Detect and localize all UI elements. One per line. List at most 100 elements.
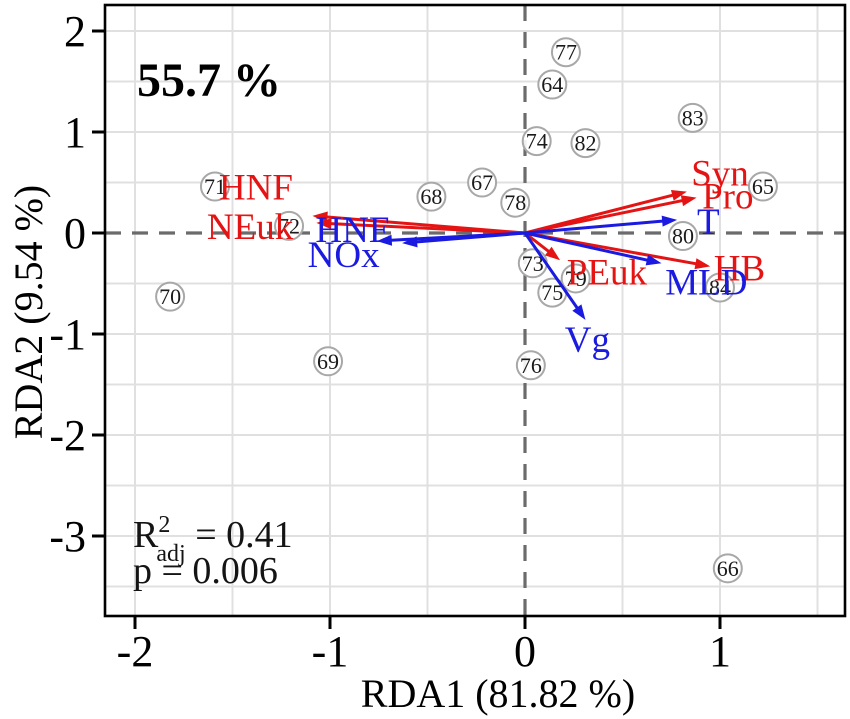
site-label: 65 xyxy=(752,174,774,199)
site-label: 80 xyxy=(672,224,694,249)
arrow-head xyxy=(661,215,678,227)
site-circle xyxy=(705,272,735,303)
site-label: 82 xyxy=(574,131,596,156)
site-label: 78 xyxy=(504,190,526,215)
site-label: 84 xyxy=(709,275,731,300)
y-tick-label: -3 xyxy=(49,512,86,561)
arrow-head xyxy=(572,304,586,320)
site-point-68: 68 xyxy=(416,181,447,212)
site-circle xyxy=(199,171,230,202)
site-point-76: 76 xyxy=(515,350,546,381)
arrow-label-PEuk: PEuk xyxy=(567,252,648,293)
site-circle xyxy=(667,221,698,252)
site-circle xyxy=(313,346,344,377)
site-circle xyxy=(712,553,743,584)
site-point-72: 72 xyxy=(274,210,305,241)
site-circle xyxy=(515,350,546,381)
arrow-shaft xyxy=(523,232,580,311)
plot-layer: -2 -1 0 1210-1-2-36465666768697071727374757… xyxy=(49,3,847,676)
arrow-Syn-response: Syn xyxy=(524,153,749,235)
site-point-65: 65 xyxy=(747,171,778,202)
site-point-64: 64 xyxy=(537,69,568,100)
x-axis-title: RDA1 (81.82 %) xyxy=(361,671,635,716)
site-label: 69 xyxy=(317,349,339,374)
arrow-label-Syn: Syn xyxy=(691,153,749,194)
site-point-69: 69 xyxy=(313,346,344,377)
arrow-NEuk-response: NEuk xyxy=(207,207,526,248)
site-point-66: 66 xyxy=(712,553,743,584)
arrow-HNF-response: HNF xyxy=(219,168,526,235)
site-point-84: 84 xyxy=(705,272,735,303)
site-circle xyxy=(500,187,531,218)
site-circle xyxy=(677,102,708,133)
r2-stat: R2 adj = 0.41 xyxy=(133,512,293,567)
site-point-80: 80 xyxy=(667,221,698,252)
site-point-73: 73 xyxy=(517,248,548,279)
arrow-Pro-response: Pro xyxy=(524,177,754,235)
arrow-head xyxy=(645,254,662,266)
x-tick-label: -1 xyxy=(312,627,349,676)
arrow-label-Pro: Pro xyxy=(702,177,753,218)
site-label: 71 xyxy=(204,174,226,199)
site-label: 77 xyxy=(555,40,577,65)
arrow-shaft xyxy=(524,198,686,235)
site-label: 74 xyxy=(526,129,548,154)
site-circle xyxy=(274,210,305,241)
site-circle xyxy=(467,167,498,198)
site-label: 64 xyxy=(541,72,563,97)
site-label: 66 xyxy=(717,556,739,581)
site-circle xyxy=(537,69,568,100)
arrow-head xyxy=(694,258,711,270)
arrow-label-NEuk: NEuk xyxy=(207,207,294,248)
y-tick-label: -1 xyxy=(49,310,86,359)
arrow-MLD-explanatory: MLD xyxy=(524,231,747,303)
arrow-head xyxy=(402,236,418,248)
site-point-75: 75 xyxy=(537,277,568,308)
y-tick-label: 0 xyxy=(64,209,86,258)
site-point-79: 79 xyxy=(560,263,591,294)
site-label: 79 xyxy=(565,266,587,291)
site-label: 73 xyxy=(522,251,544,276)
x-tick-label: 1 xyxy=(709,627,731,676)
arrow-head xyxy=(316,218,332,230)
arrow-shaft xyxy=(328,221,526,235)
y-tick-label: 2 xyxy=(64,7,86,56)
site-circle xyxy=(550,37,581,68)
arrow-head xyxy=(312,211,328,223)
site-label: 70 xyxy=(159,284,181,309)
site-circle xyxy=(747,171,778,202)
arrow-label-HB: HB xyxy=(714,248,765,289)
site-point-83: 83 xyxy=(677,102,708,133)
site-point-77: 77 xyxy=(550,37,581,68)
site-label: 67 xyxy=(471,170,493,195)
arrow-head xyxy=(680,195,697,207)
arrow-label-MLD: MLD xyxy=(665,262,747,303)
arrow-shaft xyxy=(413,231,526,244)
site-label: 72 xyxy=(278,213,300,238)
arrow-shaft xyxy=(524,219,666,235)
y-axis-title: RDA2 (9.54 %) xyxy=(6,185,51,439)
site-point-74: 74 xyxy=(521,126,552,157)
site-label: 76 xyxy=(520,353,542,378)
site-circle xyxy=(570,128,601,159)
p-stat: p = 0.006 xyxy=(133,550,278,592)
site-circle xyxy=(521,126,552,157)
site-point-67: 67 xyxy=(467,167,498,198)
plot-border xyxy=(103,3,847,618)
arrow-HB-response: HB xyxy=(524,231,765,289)
y-tick-label: 1 xyxy=(64,108,86,157)
site-circle xyxy=(416,181,447,212)
site-point-78: 78 xyxy=(500,187,531,218)
arrow-T-explanatory: T xyxy=(524,202,720,243)
arrow-PEuk-response: PEuk xyxy=(524,231,648,293)
site-label: 75 xyxy=(541,280,563,305)
site-label: 68 xyxy=(420,184,442,209)
arrow-label-HNF: HNF xyxy=(219,168,293,209)
arrow-head xyxy=(544,246,561,261)
arrow-Vg-explanatory: Vg xyxy=(523,232,610,361)
site-circle xyxy=(560,263,591,294)
site-label: 83 xyxy=(682,105,704,130)
arrow-label-NOx: NOx xyxy=(308,235,380,276)
